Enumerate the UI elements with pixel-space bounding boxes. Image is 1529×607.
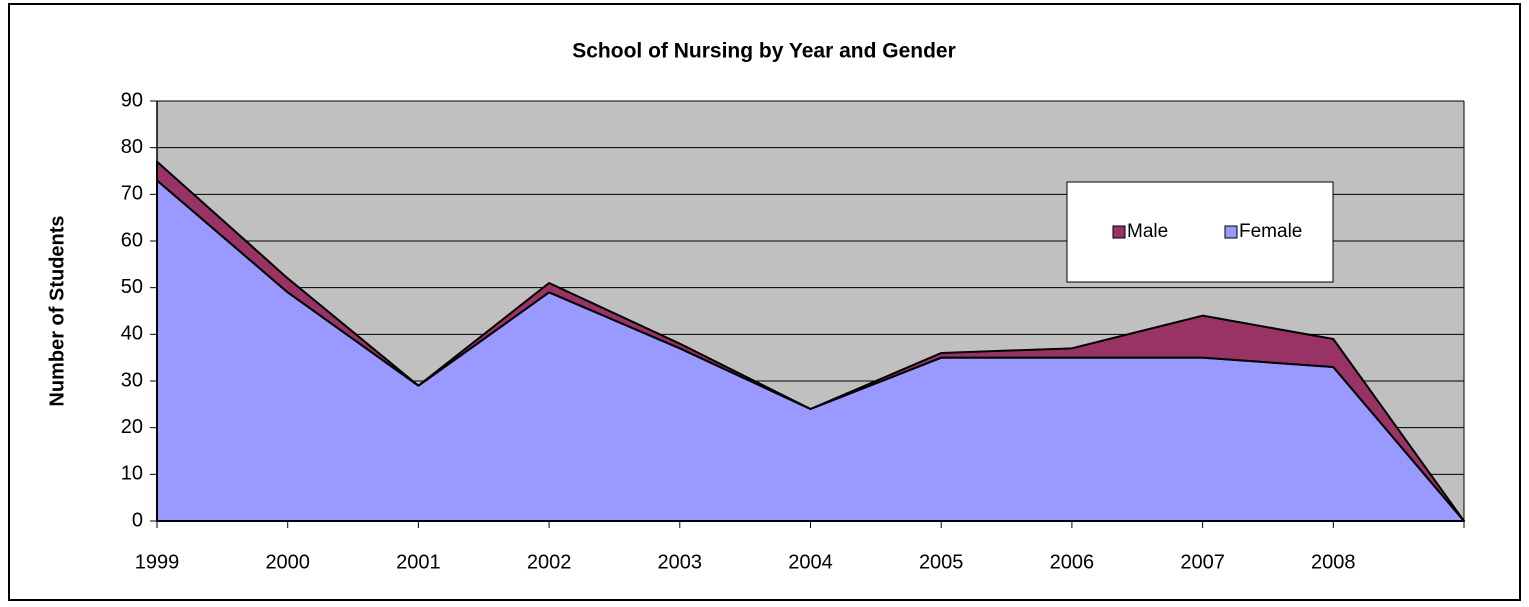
legend: Male Female	[1066, 181, 1334, 283]
y-tick-label: 20	[121, 416, 143, 438]
y-tick-label: 60	[121, 229, 143, 251]
y-tick-label: 50	[121, 276, 143, 298]
x-tick-label: 2001	[396, 551, 441, 573]
y-tick-label: 90	[121, 89, 143, 111]
legend-label: Female	[1239, 221, 1302, 242]
y-tick-label: 80	[121, 136, 143, 158]
y-tick-label: 0	[132, 509, 143, 531]
chart-title: School of Nursing by Year and Gender	[572, 40, 956, 63]
legend-box	[1066, 181, 1334, 283]
x-tick-label: 2002	[527, 551, 572, 573]
y-tick-label: 70	[121, 183, 143, 205]
x-tick-label: 2004	[788, 551, 833, 573]
x-tick-label: 1999	[135, 551, 180, 573]
y-tick-label: 10	[121, 463, 143, 485]
x-tick-label: 2000	[265, 551, 310, 573]
legend-label: Male	[1127, 221, 1168, 242]
x-tick-label: 2007	[1180, 551, 1225, 573]
legend-swatch	[1224, 225, 1238, 239]
y-tick-label: 30	[121, 369, 143, 391]
x-tick-label: 2003	[658, 551, 703, 573]
x-tick-label: 2005	[919, 551, 964, 573]
x-tick-label: 2008	[1311, 551, 1356, 573]
y-axis-label: Number of Students	[46, 215, 68, 406]
area	[156, 160, 1465, 522]
legend-swatch	[1112, 225, 1126, 239]
x-tick-label: 2006	[1050, 551, 1095, 573]
y-tick-label: 40	[121, 323, 143, 345]
